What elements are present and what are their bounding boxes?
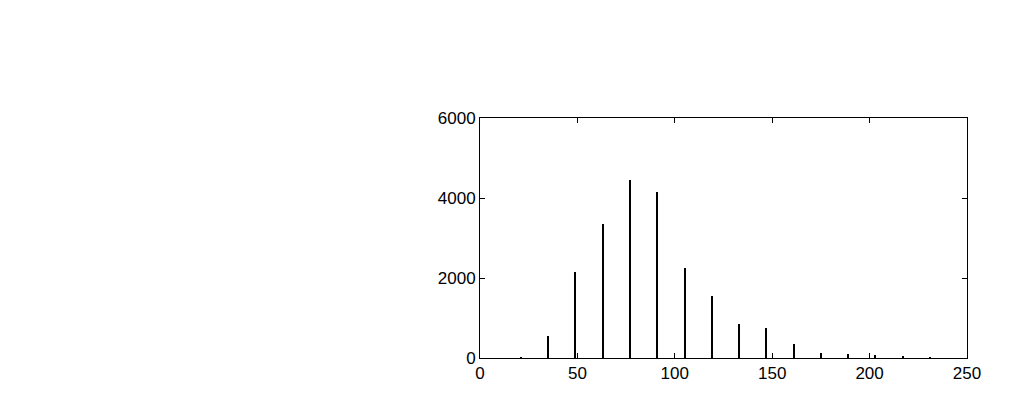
svg-text:150: 150	[758, 364, 786, 383]
svg-text:6000: 6000	[438, 109, 476, 128]
svg-text:0: 0	[466, 349, 475, 368]
svg-text:2000: 2000	[438, 269, 476, 288]
svg-text:200: 200	[855, 364, 883, 383]
svg-text:50: 50	[568, 364, 587, 383]
svg-text:100: 100	[661, 364, 689, 383]
svg-text:4000: 4000	[438, 189, 476, 208]
svg-text:250: 250	[953, 364, 981, 383]
svg-text:0: 0	[475, 364, 484, 383]
